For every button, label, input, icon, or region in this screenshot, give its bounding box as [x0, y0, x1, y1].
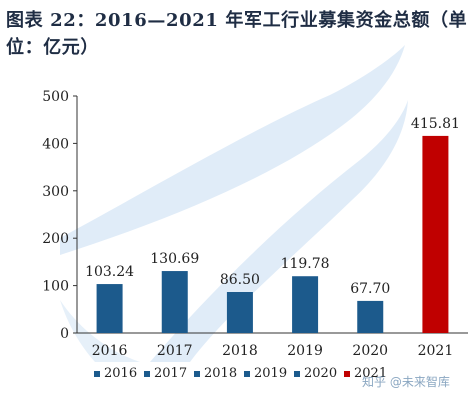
legend-swatch	[344, 371, 350, 377]
legend-swatch	[244, 371, 250, 377]
legend-swatch	[94, 371, 100, 377]
bar-2021	[422, 135, 449, 333]
background-swoosh	[60, 45, 408, 362]
y-tick-label: 200	[42, 231, 69, 247]
legend-item-2020: 2020	[294, 366, 337, 381]
swoosh-shape-upper	[60, 45, 405, 255]
legend-swatch	[194, 371, 200, 377]
swoosh-shape-lower	[150, 100, 408, 362]
bar-2020	[357, 300, 384, 333]
y-tick-label: 400	[42, 136, 69, 152]
legend-swatch	[144, 371, 150, 377]
x-tick-label: 2019	[287, 343, 323, 359]
y-tick-label: 300	[42, 184, 69, 200]
swoosh-shape-left	[60, 300, 140, 362]
legend-item-2018: 2018	[194, 366, 237, 381]
legend-item-2016: 2016	[94, 366, 137, 381]
legend-label: 2017	[154, 366, 187, 381]
chart-title: 图表 22：2016—2021 年军工行业募集资金总额（单位：亿元）	[6, 10, 468, 58]
data-label-2020: 67.70	[350, 281, 390, 297]
bar-2019	[292, 276, 319, 333]
x-tick-label: 2017	[157, 343, 193, 359]
x-tick-label: 2021	[418, 343, 454, 359]
y-tick-label: 500	[42, 89, 69, 105]
x-tick-label: 2016	[92, 343, 128, 359]
bar-2016	[96, 284, 123, 333]
data-label-2021: 415.81	[411, 116, 460, 132]
legend-label: 2019	[254, 366, 287, 381]
legend-item-2019: 2019	[244, 366, 287, 381]
data-label-2018: 86.50	[220, 272, 260, 288]
legend-item-2021: 2021	[344, 366, 387, 381]
legend-label: 2016	[104, 366, 137, 381]
x-tick-label: 2020	[352, 343, 388, 359]
legend-label: 2018	[204, 366, 237, 381]
y-tick-label: 0	[60, 326, 69, 342]
legend-swatch	[294, 371, 300, 377]
y-tick-label: 100	[42, 279, 69, 295]
watermark-text: 知乎 @未来智库	[362, 374, 450, 389]
data-label-2017: 130.69	[150, 251, 199, 267]
x-tick-label: 2018	[222, 343, 258, 359]
legend-item-2017: 2017	[144, 366, 187, 381]
bar-2018	[226, 291, 253, 333]
legend-label: 2021	[354, 366, 387, 381]
bar-2017	[161, 271, 188, 333]
data-label-2016: 103.24	[85, 264, 134, 280]
legend-label: 2020	[304, 366, 337, 381]
data-label-2019: 119.78	[281, 256, 330, 272]
